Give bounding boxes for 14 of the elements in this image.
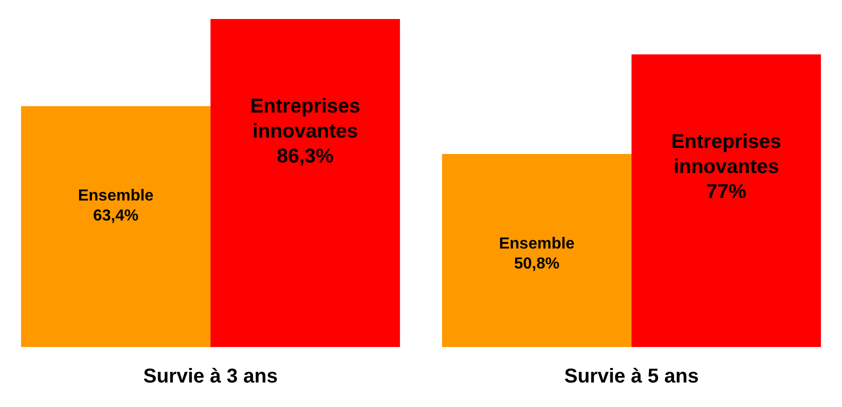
x-tick-label: Survie à 5 ans xyxy=(564,366,699,388)
series-label: Ensemble xyxy=(498,235,575,252)
bar xyxy=(21,106,210,347)
text: Ensemble xyxy=(78,187,154,204)
bar xyxy=(442,154,632,347)
data-label: 63,4% xyxy=(93,207,138,224)
data-label: 77% xyxy=(706,180,746,203)
data-label: 50,8% xyxy=(514,255,560,272)
series-label: Entreprises innovantes xyxy=(250,96,360,143)
text: Entreprises innovantes xyxy=(671,130,782,178)
data-label: 86,3% xyxy=(276,146,334,168)
bar xyxy=(210,19,400,347)
x-tick-label: Survie à 3 ans xyxy=(143,366,278,388)
bar xyxy=(632,54,821,347)
